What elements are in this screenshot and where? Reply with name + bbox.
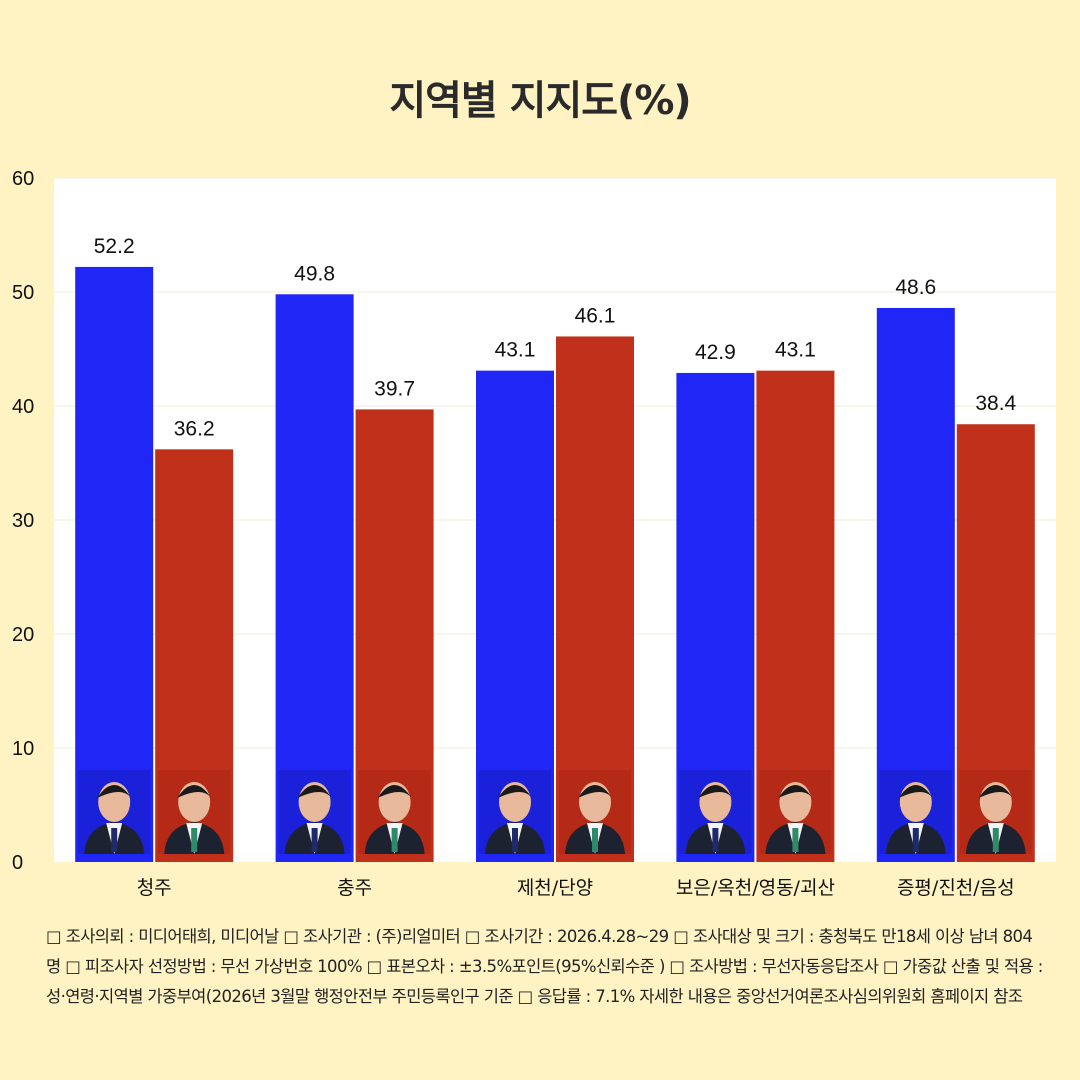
x-category-label: 제천/단양 <box>517 877 593 899</box>
bar <box>75 266 154 862</box>
x-category-label: 청주 <box>137 877 172 899</box>
y-tick-label: 20 <box>12 624 34 646</box>
data-label: 39.7 <box>374 377 415 400</box>
bar-chart: 0 10 20 30 40 50 60 52.2 36.2 청주 49.8 39.7 충주 43.1 46.… <box>12 168 1056 899</box>
candidate-photo-icon <box>158 770 231 854</box>
x-category-label: 충주 <box>337 877 372 899</box>
y-tick-label: 30 <box>12 510 34 532</box>
survey-footnote: □ 조사의뢰 : 미디어태희, 미디어날 □ 조사기관 : (주)리얼미터 □ … <box>46 927 1043 1006</box>
data-label: 49.8 <box>294 262 335 285</box>
candidate-photo-icon <box>479 770 551 854</box>
bar <box>876 307 955 863</box>
candidate-photo-icon <box>759 770 832 854</box>
candidate-photo-icon <box>959 770 1032 854</box>
x-category-label: 보은/옥천/영동/괴산 <box>676 877 835 899</box>
chart-title: 지역별 지지도(%) <box>389 78 691 124</box>
data-label: 42.9 <box>695 341 736 364</box>
data-label: 43.1 <box>495 339 536 362</box>
data-label: 52.2 <box>94 235 135 258</box>
y-tick-label: 60 <box>12 168 34 190</box>
data-label: 36.2 <box>174 417 215 440</box>
y-tick-label: 40 <box>12 396 34 418</box>
candidate-photo-icon <box>559 770 631 854</box>
candidate-photo-icon <box>358 770 431 854</box>
data-label: 46.1 <box>575 304 616 327</box>
candidate-photo-icon <box>278 770 351 854</box>
candidate-photo-icon <box>879 770 952 854</box>
data-label: 38.4 <box>975 392 1016 415</box>
bar <box>275 294 354 862</box>
data-label: 48.6 <box>895 276 936 299</box>
candidate-photo-icon <box>679 770 752 854</box>
candidate-photo-icon <box>78 770 151 854</box>
x-category-label: 증평/진천/음성 <box>897 877 1015 899</box>
data-label: 43.1 <box>775 339 816 362</box>
y-tick-label: 0 <box>12 852 23 874</box>
y-tick-label: 50 <box>12 282 34 304</box>
y-tick-label: 10 <box>12 738 34 760</box>
